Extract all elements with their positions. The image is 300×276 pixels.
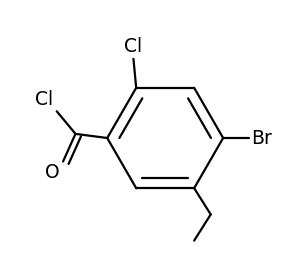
Text: Br: Br	[252, 129, 272, 147]
Text: O: O	[45, 163, 60, 182]
Text: Cl: Cl	[124, 36, 142, 55]
Text: Cl: Cl	[35, 90, 53, 109]
